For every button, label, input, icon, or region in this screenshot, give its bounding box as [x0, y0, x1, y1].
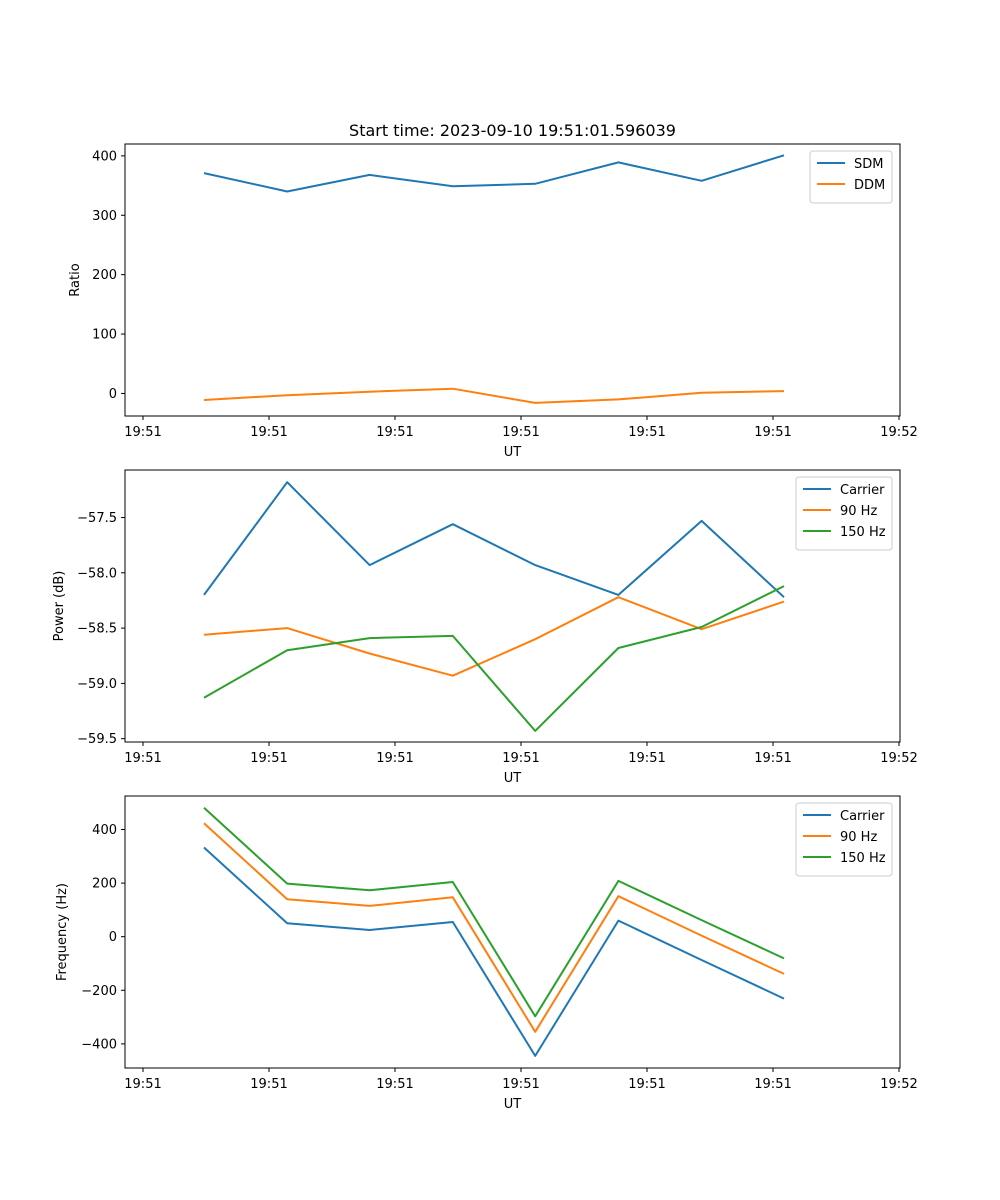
chart-panel-1: 19:51 19:51 19:51 19:51 19:51 19:51 19:52 0 100 2…	[68, 143, 918, 460]
y-tick-label: 400	[92, 823, 117, 838]
legend-label: Carrier	[840, 809, 885, 824]
x-tick-label: 19:51	[124, 425, 161, 440]
legend-label: 90 Hz	[840, 504, 877, 519]
y-tick-label: −58.5	[77, 622, 117, 637]
y-tick-label: 200	[92, 877, 117, 892]
x-tick-label: 19:51	[628, 1077, 665, 1092]
y-tick-label: −57.5	[77, 511, 117, 526]
chart-panel-3: 19:51 19:51 19:51 19:51 19:51 19:51 19:52 −400 −…	[55, 795, 918, 1112]
x-tick-label: 19:51	[628, 751, 665, 766]
y-tick-label: −59.0	[77, 677, 117, 692]
series-line-150-hz	[203, 807, 785, 1018]
series-line-sdm	[203, 154, 785, 193]
x-tick-label: 19:51	[124, 1077, 161, 1092]
y-axis-label: Ratio	[68, 263, 83, 296]
x-tick-label: 19:51	[376, 425, 413, 440]
y-tick-label: 400	[92, 149, 117, 164]
x-tick-label: 19:51	[250, 1077, 287, 1092]
x-tick-label: 19:51	[502, 751, 539, 766]
axes-frame	[124, 143, 901, 417]
legend: SDM DDM	[809, 150, 893, 204]
x-tick-label: 19:52	[880, 751, 917, 766]
y-tick-label: 300	[92, 209, 117, 224]
legend-label: SDM	[854, 157, 883, 172]
x-tick-label: 19:51	[628, 425, 665, 440]
x-tick-label: 19:52	[880, 1077, 917, 1092]
y-tick-label: 0	[109, 930, 117, 945]
series-line-150-hz	[203, 585, 785, 732]
x-axis-label: UT	[504, 771, 522, 786]
series-line-90-hz	[203, 596, 785, 677]
x-axis-label: UT	[504, 445, 522, 460]
figure-title: Start time: 2023-09-10 19:51:01.596039	[349, 121, 676, 140]
legend-label: 150 Hz	[840, 525, 886, 540]
x-tick-label: 19:51	[754, 751, 791, 766]
chart-panel-2: 19:51 19:51 19:51 19:51 19:51 19:51 19:52 −59.5…	[52, 469, 918, 786]
y-tick-label: −59.5	[77, 732, 117, 747]
series-line-90-hz	[203, 822, 785, 1033]
legend-label: Carrier	[840, 483, 885, 498]
x-tick-label: 19:51	[124, 751, 161, 766]
x-tick-label: 19:51	[754, 425, 791, 440]
y-axis-label: Power (dB)	[52, 571, 67, 642]
y-tick-label: −200	[81, 984, 117, 999]
y-tick-label: 0	[109, 387, 117, 402]
x-tick-label: 19:52	[880, 425, 917, 440]
series-line-carrier	[203, 481, 785, 598]
y-tick-label: −400	[81, 1037, 117, 1052]
series-line-carrier	[203, 846, 785, 1057]
x-tick-label: 19:51	[376, 1077, 413, 1092]
x-tick-label: 19:51	[376, 751, 413, 766]
y-tick-label: 200	[92, 268, 117, 283]
legend-label: 150 Hz	[840, 851, 886, 866]
legend: Carrier 90 Hz 150 Hz	[795, 476, 893, 551]
legend: Carrier 90 Hz 150 Hz	[795, 802, 893, 877]
x-tick-label: 19:51	[502, 425, 539, 440]
legend-label: 90 Hz	[840, 830, 877, 845]
x-tick-label: 19:51	[250, 751, 287, 766]
axes-frame	[124, 795, 901, 1069]
series-line-ddm	[203, 387, 785, 404]
x-axis-label: UT	[504, 1097, 522, 1112]
axes-frame	[124, 469, 901, 743]
y-tick-label: −58.0	[77, 566, 117, 581]
x-tick-label: 19:51	[754, 1077, 791, 1092]
legend-label: DDM	[854, 178, 885, 193]
x-tick-label: 19:51	[502, 1077, 539, 1092]
x-tick-label: 19:51	[250, 425, 287, 440]
y-axis-label: Frequency (Hz)	[55, 883, 70, 981]
y-tick-label: 100	[92, 328, 117, 343]
